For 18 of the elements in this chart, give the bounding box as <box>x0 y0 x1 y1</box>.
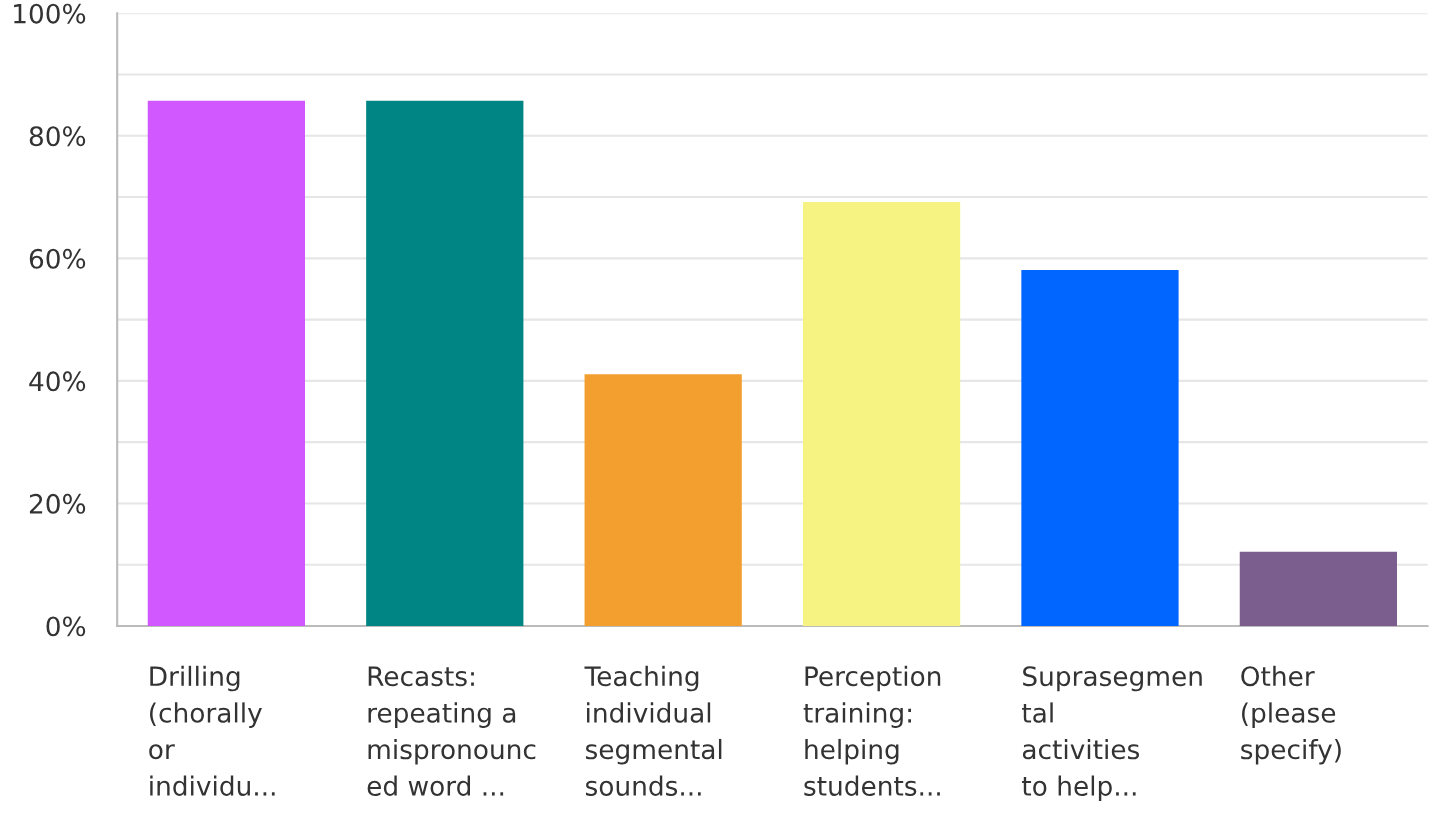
bar <box>366 100 524 626</box>
y-tick-label: 60% <box>29 248 86 269</box>
bar <box>147 100 305 626</box>
x-tick-label: Suprasegmen tal activities to help... <box>1022 666 1202 802</box>
x-tick-label: Drilling (chorally or individu... <box>149 665 275 796</box>
x-tick-label: Perception training: helping students... <box>803 665 941 796</box>
x-tick-label: Other (please specify) <box>1241 665 1341 765</box>
bar <box>584 374 742 626</box>
y-tick-label: 0% <box>46 616 86 637</box>
x-tick-label: Teaching individual segmental sounds... <box>584 665 722 796</box>
bar <box>1021 269 1179 626</box>
y-tick-label: 80% <box>29 126 86 147</box>
bar <box>802 201 961 626</box>
y-tick-label: 40% <box>29 371 86 392</box>
x-tick-label: Recasts: repeating a mispronounc ed word ... <box>367 666 536 796</box>
y-tick-label: 20% <box>29 493 86 514</box>
bar <box>1239 551 1397 626</box>
y-tick-label: 100% <box>14 3 86 24</box>
